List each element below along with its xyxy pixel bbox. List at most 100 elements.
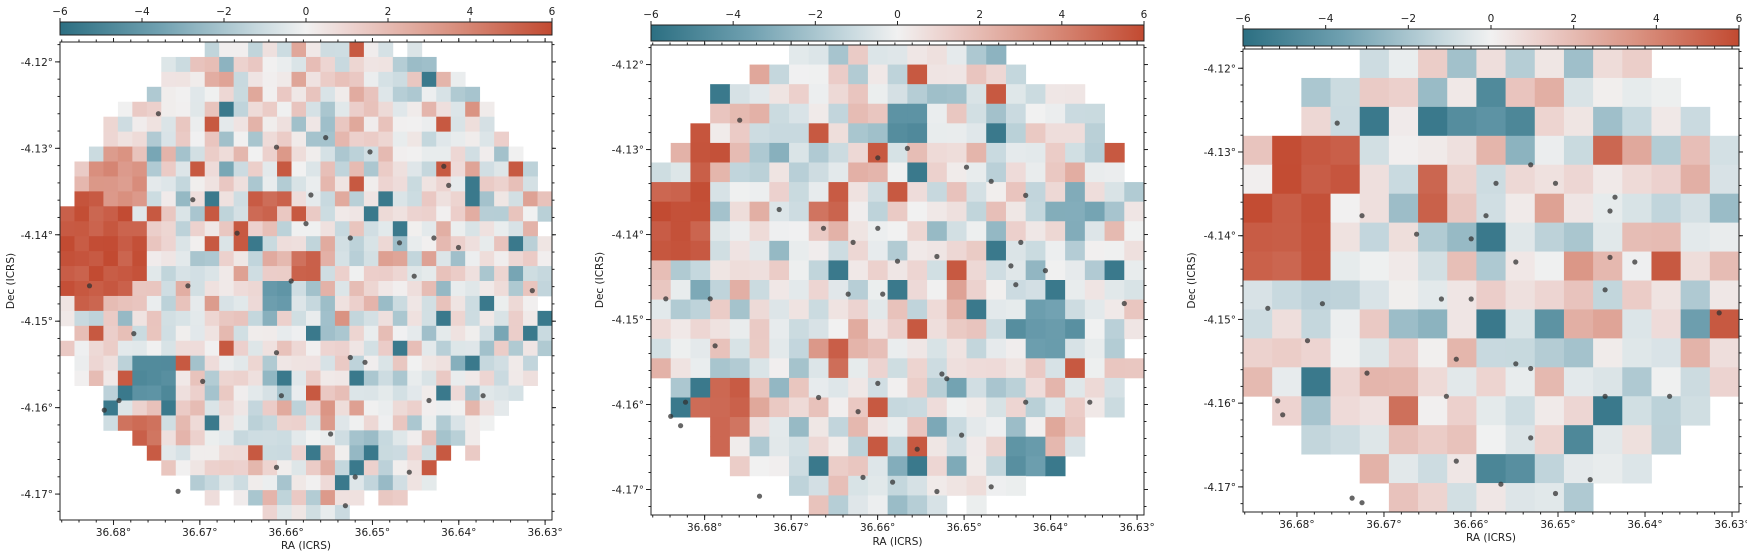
heatmap-cell bbox=[749, 103, 770, 124]
heatmap-cell bbox=[407, 445, 423, 461]
heatmap-cell bbox=[1124, 201, 1145, 222]
source-marker bbox=[1716, 310, 1722, 316]
heatmap-cell bbox=[190, 86, 206, 103]
heatmap-cell bbox=[392, 385, 408, 401]
heatmap-cell bbox=[1418, 106, 1448, 137]
heatmap-cell bbox=[848, 417, 869, 438]
heatmap-cell bbox=[670, 221, 691, 242]
heatmap-cell bbox=[690, 182, 711, 203]
heatmap-cell bbox=[479, 281, 495, 297]
heatmap-cell bbox=[907, 319, 928, 340]
heatmap-cell bbox=[349, 340, 365, 357]
heatmap-cell bbox=[867, 319, 889, 340]
heatmap-cell bbox=[1709, 309, 1740, 339]
heatmap-cell bbox=[378, 430, 394, 446]
heatmap-cell bbox=[690, 260, 711, 281]
heatmap-cell bbox=[88, 161, 104, 177]
heatmap-cell bbox=[320, 340, 336, 357]
heatmap-cell bbox=[204, 191, 220, 207]
heatmap-cell bbox=[749, 64, 770, 85]
heatmap-cell bbox=[320, 266, 336, 282]
heatmap-cell bbox=[1418, 193, 1448, 224]
heatmap-cell bbox=[508, 325, 524, 342]
heatmap-cell bbox=[710, 240, 731, 261]
heatmap-cell bbox=[848, 201, 869, 222]
heatmap-cell bbox=[1124, 221, 1145, 242]
heatmap-cell bbox=[1505, 193, 1536, 224]
heatmap-cell bbox=[320, 370, 336, 386]
heatmap-cell bbox=[219, 325, 235, 342]
heatmap-cell bbox=[907, 103, 928, 124]
heatmap-cell bbox=[161, 56, 177, 73]
heatmap-cell bbox=[262, 355, 278, 372]
heatmap-cell bbox=[132, 236, 148, 252]
heatmap-cell bbox=[378, 206, 394, 222]
colorbar-gradient bbox=[650, 24, 1145, 42]
heatmap-cell bbox=[60, 310, 75, 327]
heatmap-cell bbox=[1330, 396, 1361, 426]
heatmap-cell bbox=[306, 340, 321, 357]
heatmap-cell bbox=[291, 475, 307, 491]
heatmap-cell bbox=[74, 266, 90, 282]
heatmap-cell bbox=[363, 191, 379, 207]
source-marker bbox=[1602, 393, 1608, 399]
heatmap-cell bbox=[966, 436, 987, 457]
heatmap-cell bbox=[146, 116, 162, 133]
heatmap-cell bbox=[262, 475, 278, 491]
y-tick-label: -4.17° bbox=[1204, 482, 1236, 494]
y-tick-label: -4.16° bbox=[612, 400, 644, 412]
heatmap-cell bbox=[494, 295, 509, 312]
heatmap-cell bbox=[1418, 222, 1448, 252]
heatmap-cell bbox=[262, 430, 278, 446]
heatmap-cell bbox=[651, 280, 672, 300]
heatmap-cell bbox=[966, 260, 987, 281]
heatmap-cell bbox=[407, 355, 423, 372]
heatmap-cell bbox=[306, 310, 321, 327]
heatmap-cell bbox=[88, 281, 104, 297]
source-marker bbox=[1364, 370, 1370, 376]
heatmap-cell bbox=[828, 397, 849, 418]
heatmap-cell bbox=[306, 116, 321, 133]
heatmap-cell bbox=[1418, 135, 1448, 166]
heatmap-cell bbox=[320, 281, 336, 297]
heatmap-cell bbox=[1593, 367, 1623, 397]
heatmap-cell bbox=[494, 340, 509, 357]
source-marker bbox=[1023, 192, 1029, 198]
heatmap-cell bbox=[334, 131, 350, 147]
heatmap-cell bbox=[710, 182, 731, 203]
heatmap-cell bbox=[1622, 106, 1652, 137]
heatmap-cell bbox=[349, 281, 365, 297]
heatmap-cell bbox=[1084, 201, 1105, 222]
heatmap-cell bbox=[749, 338, 770, 359]
source-marker bbox=[663, 296, 669, 302]
heatmap-cell bbox=[363, 266, 379, 282]
heatmap-cell bbox=[421, 131, 437, 147]
heatmap-cell bbox=[262, 86, 278, 103]
heatmap-cell bbox=[219, 116, 235, 133]
heatmap-cell bbox=[1476, 338, 1506, 368]
heatmap-cell bbox=[769, 123, 790, 144]
heatmap-cell bbox=[219, 445, 235, 461]
heatmap-cell bbox=[262, 221, 278, 237]
heatmap-cell bbox=[508, 161, 524, 177]
heatmap-cell bbox=[769, 319, 790, 340]
heatmap-cell bbox=[1563, 193, 1594, 224]
heatmap-cell bbox=[407, 430, 423, 446]
heatmap-cell bbox=[1301, 425, 1331, 455]
heatmap-cell bbox=[769, 338, 790, 359]
heatmap-cell bbox=[1622, 49, 1652, 79]
y-tick-label: -4.14° bbox=[1204, 231, 1236, 243]
heatmap-cell bbox=[1025, 436, 1046, 457]
source-marker bbox=[668, 413, 674, 419]
heatmap-cell bbox=[1025, 299, 1046, 320]
heatmap-cell bbox=[421, 116, 437, 133]
source-marker bbox=[431, 235, 437, 241]
heatmap-cell bbox=[219, 131, 235, 147]
colorbar-tick-label: −6 bbox=[1235, 13, 1251, 25]
heatmap-cell bbox=[262, 281, 278, 297]
heatmap-cell bbox=[1065, 84, 1086, 105]
heatmap-cell bbox=[248, 370, 263, 386]
heatmap-cell bbox=[1045, 103, 1066, 124]
heatmap-cell bbox=[421, 355, 437, 372]
heatmap-cell bbox=[966, 103, 987, 124]
